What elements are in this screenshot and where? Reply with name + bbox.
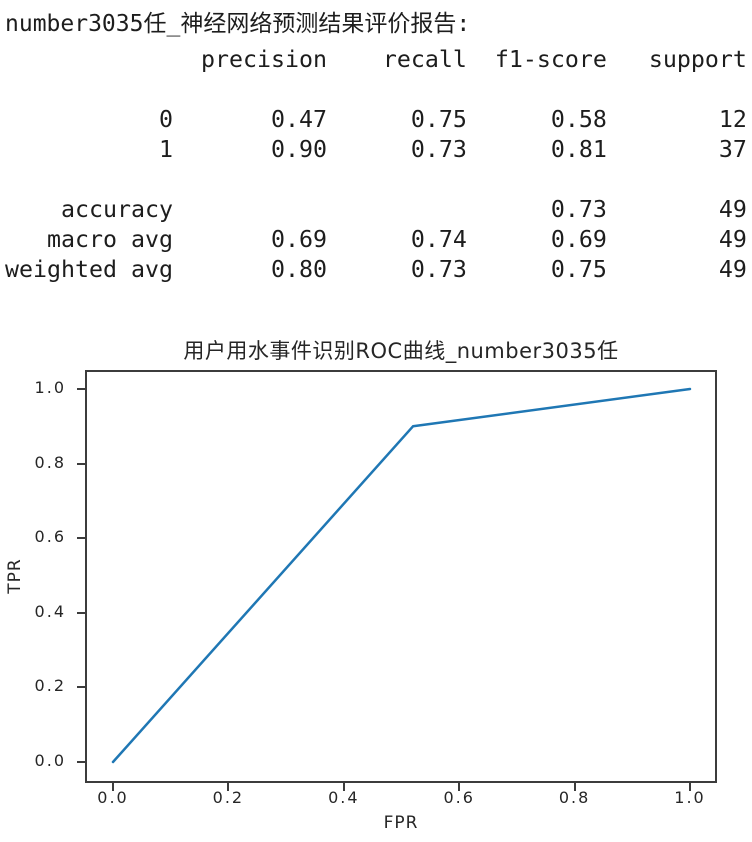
x-tick-mark xyxy=(342,783,345,791)
x-tick-mark xyxy=(112,783,114,791)
x-tick-mark xyxy=(227,783,230,791)
report-title: number3035任_神经网络预测结果评价报告: xyxy=(5,11,471,37)
chart-title: 用户用水事件识别ROC曲线_number3035任 xyxy=(183,339,619,363)
x-tick-label: 0.6 xyxy=(443,788,475,807)
y-tick-label: 0.0 xyxy=(34,751,66,770)
x-tick-label: 0.8 xyxy=(558,788,591,807)
y-tick-mark xyxy=(77,611,85,614)
y-tick-mark xyxy=(77,686,85,689)
x-axis-label: FPR xyxy=(383,813,419,833)
y-axis-label: TPR xyxy=(5,558,25,594)
y-tick-mark xyxy=(77,462,85,465)
x-tick-label: 1.0 xyxy=(674,788,706,807)
y-tick-mark xyxy=(77,388,85,390)
y-tick-label: 0.6 xyxy=(34,527,66,547)
roc-figure: 用户用水事件识别ROC曲线_number3035任 FPR TPR 0.0 0.2… xyxy=(0,330,752,842)
x-tick-label: 0.4 xyxy=(328,788,360,807)
y-tick-mark xyxy=(77,537,85,540)
y-tick-label: 0.4 xyxy=(34,601,66,621)
x-tick-label: 0.2 xyxy=(212,788,245,807)
x-tick-mark xyxy=(573,783,576,791)
x-tick-mark xyxy=(689,783,691,791)
y-tick-label: 0.2 xyxy=(34,676,66,696)
y-tick-mark xyxy=(77,761,85,763)
x-tick-label: 0.0 xyxy=(97,788,129,807)
plot-area xyxy=(85,370,717,783)
roc-curve-line xyxy=(111,387,692,764)
classification-report: precision recall f1-score support 0 0.47… xyxy=(5,46,747,283)
roc-curve xyxy=(111,387,692,764)
x-tick-mark xyxy=(458,783,461,791)
y-tick-label: 1.0 xyxy=(34,378,66,397)
y-tick-label: 0.8 xyxy=(34,452,66,472)
